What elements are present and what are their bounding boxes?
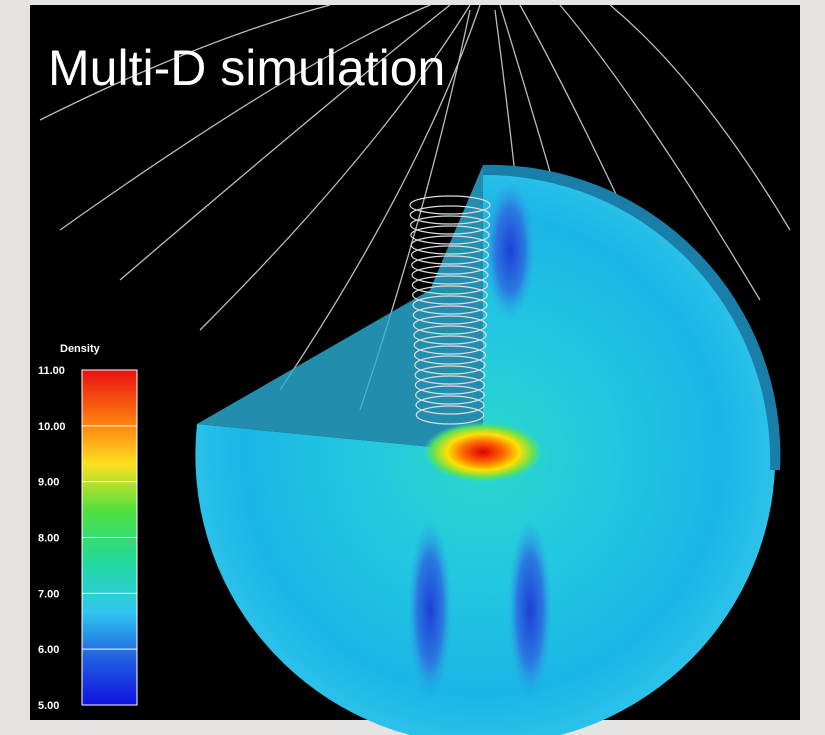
colorbar-tick-label: 7.00 (38, 588, 59, 600)
colorbar-tick-label: 6.00 (38, 644, 59, 656)
colorbar-label: Density (60, 343, 101, 355)
colorbar-tick-label: 9.00 (38, 477, 59, 489)
density-peak (423, 422, 543, 482)
colorbar-tick-label: 5.00 (38, 700, 59, 712)
colorbar-tick-label: 10.00 (38, 421, 66, 433)
slide: Multi-D simulation Density 11.00 10.00 9.0… (0, 0, 825, 735)
lobe (408, 520, 452, 700)
lobe (485, 180, 535, 320)
colorbar-tick-label: 8.00 (38, 533, 59, 545)
page: Multi-D simulation Density 11.00 10.00 9.0… (0, 0, 825, 735)
colorbar-tick-label: 11.00 (38, 365, 65, 377)
slide-title: Multi-D simulation (48, 40, 445, 96)
lobe (508, 520, 552, 700)
